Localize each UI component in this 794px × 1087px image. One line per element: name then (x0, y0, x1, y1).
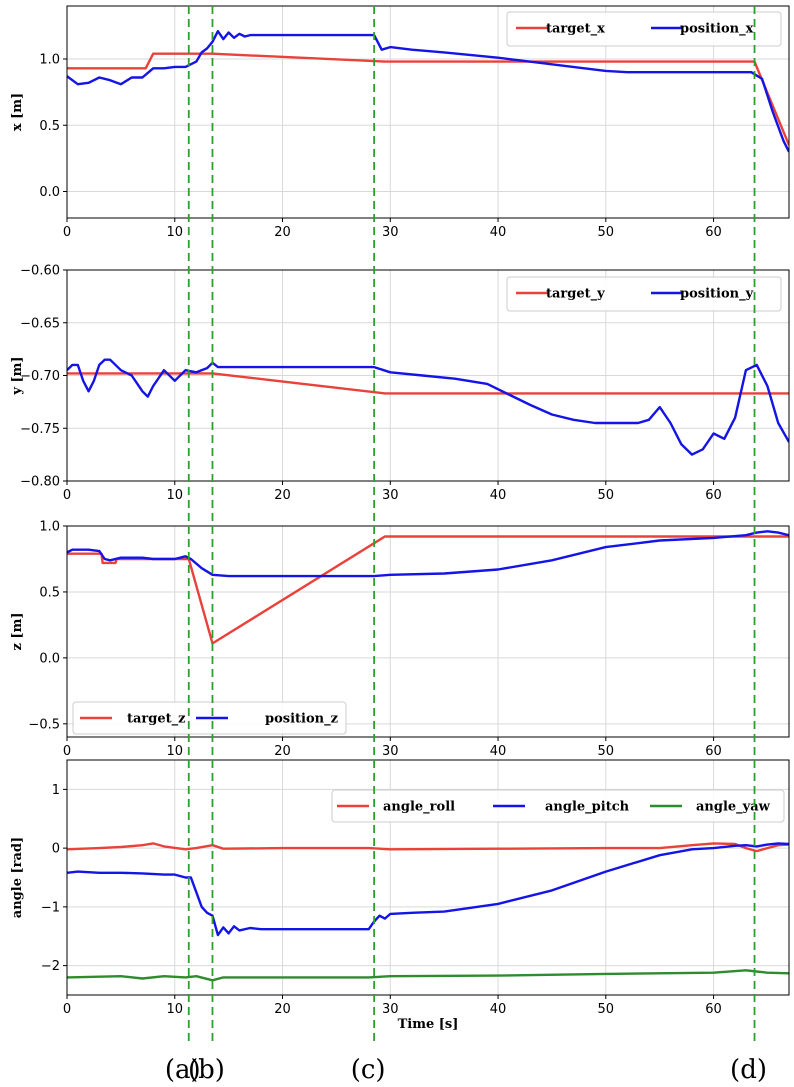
event-label-4: (d) (730, 1055, 767, 1085)
series-line-angle_roll (67, 842, 789, 853)
subplots: 0 10 20 30 40 50 600.00.51.0x [m]target_x posit… (10, 5, 790, 1032)
x-tick-label: 60 (705, 744, 722, 759)
x-tick-label: 60 (705, 488, 722, 503)
y-tick-label: 0.0 (39, 185, 60, 200)
legend-label-angle_roll: angle_roll (383, 800, 455, 815)
y-tick-label: 0.5 (39, 585, 60, 600)
x-tick-label: 60 (705, 1002, 722, 1017)
legend-box (506, 11, 782, 47)
x-tick-label: 0 (63, 1002, 71, 1017)
subplot-1: 0 10 20 30 40 50 60 0.0 0.5 1.0 x [m] target_x posit… (10, 5, 790, 240)
event-markers: (a)(b) (c) (d) (165, 6, 767, 1085)
legend-label-target_y: target_y (546, 287, 605, 302)
x-tick-label: 0 (63, 488, 71, 503)
subplot-4: 0 10 20 30 40 50 60 −2 −1 0 1 angle [rad] Time [s] an… (10, 759, 790, 1032)
x-tick-label: 40 (490, 744, 507, 759)
legend-label-angle_yaw: angle_yaw (696, 800, 771, 815)
event-label-1: (a) (165, 1055, 201, 1085)
y-tick-label: 0.5 (39, 119, 60, 134)
legend-label-position_z: position_z (265, 712, 338, 727)
x-tick-label: 20 (274, 488, 291, 503)
x-tick-label: 20 (274, 225, 291, 240)
x-tick-label: 30 (382, 488, 399, 503)
x-tick-label: 20 (274, 1002, 291, 1017)
series-line-target_y (67, 372, 789, 395)
x-tick-label: 40 (490, 1002, 507, 1017)
x-tick-label: 40 (490, 225, 507, 240)
x-tick-label: 0 (63, 744, 71, 759)
y-tick-label: 0.0 (39, 651, 60, 666)
y-axis-label: z [m] (10, 613, 25, 651)
y-axis-label: y [m] (10, 356, 25, 395)
x-tick-label: 30 (382, 1002, 399, 1017)
x-tick-label: 50 (598, 488, 615, 503)
series-line-position_z (67, 530, 789, 578)
y-tick-label: −2 (41, 959, 60, 974)
x-tick-label: 10 (166, 744, 183, 759)
subplot-2: 0 10 20 30 40 50 60 −0.80 −0.75 −0.70 −0.65 −0.60 y … (10, 264, 790, 503)
y-axis-label: x [m] (10, 93, 25, 131)
legend: target_x position_x (506, 11, 782, 47)
x-tick-label: 10 (166, 225, 183, 240)
y-tick-label: −1 (41, 900, 60, 915)
series-line-position_x (67, 30, 789, 153)
y-tick-label: −0.70 (20, 369, 60, 384)
y-tick-label: 0 (52, 842, 60, 857)
y-tick-label: −0.5 (28, 717, 60, 732)
legend: target_y position_y (506, 276, 782, 312)
x-tick-label: 30 (382, 744, 399, 759)
legend-label-position_y: position_y (680, 287, 754, 302)
legend: angle_roll angle_pitch angle_yaw (331, 789, 785, 823)
y-tick-label: −0.60 (20, 264, 60, 279)
x-tick-label: 50 (598, 744, 615, 759)
series-line-angle_yaw (67, 969, 789, 982)
legend-label-angle_pitch: angle_pitch (545, 800, 630, 815)
event-label-2: (b) (188, 1055, 225, 1085)
y-tick-label: 1.0 (39, 53, 60, 68)
x-tick-label: 60 (705, 225, 722, 240)
legend: target_z position_z (72, 701, 347, 735)
axes-frame (66, 5, 790, 219)
event-label-3: (c) (351, 1055, 386, 1085)
y-axis-label: angle [rad] (10, 837, 25, 918)
x-tick-label: 0 (63, 225, 71, 240)
x-tick-label: 10 (166, 1002, 183, 1017)
y-tick-label: −0.80 (20, 475, 60, 490)
legend-box (506, 276, 782, 312)
x-tick-label: 30 (382, 225, 399, 240)
series-line-angle_pitch (67, 842, 789, 937)
x-axis-label: Time [s] (398, 1017, 459, 1032)
legend-label-target_x: target_x (546, 22, 605, 37)
x-tick-label: 50 (598, 1002, 615, 1017)
x-tick-label: 50 (598, 225, 615, 240)
y-tick-label: −0.65 (20, 316, 60, 331)
series-line-target_z (67, 535, 789, 645)
y-tick-label: 1.0 (39, 520, 60, 535)
y-tick-label: 1 (52, 783, 60, 798)
axes-frame (66, 759, 790, 996)
subplot-3: 0 10 20 30 40 50 60 −0.5 0.0 0.5 1.0 z [m] target_z p… (10, 520, 790, 759)
series-line-position_y (67, 358, 789, 456)
x-tick-label: 20 (274, 744, 291, 759)
axes-frame (66, 525, 790, 738)
y-tick-label: −0.75 (20, 422, 60, 437)
x-tick-label: 10 (166, 488, 183, 503)
legend-box (331, 789, 785, 823)
x-tick-label: 40 (490, 488, 507, 503)
legend-label-position_x: position_x (680, 22, 754, 37)
legend-label-target_z: target_z (127, 712, 186, 727)
